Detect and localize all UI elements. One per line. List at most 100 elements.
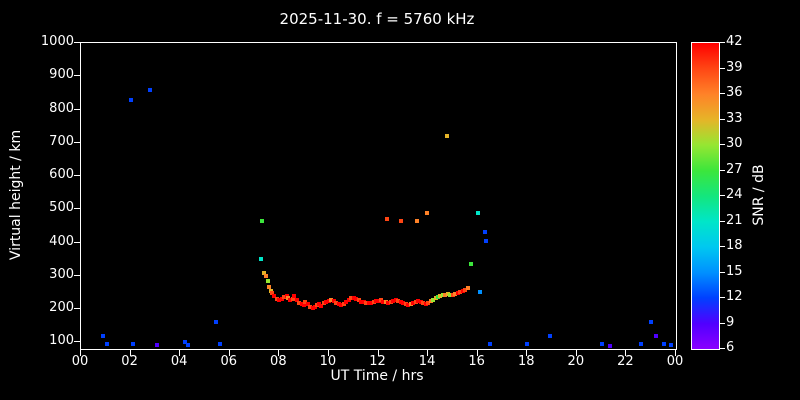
y-tick-label: 800 xyxy=(49,100,74,116)
colorbar-tick-label: 15 xyxy=(726,263,743,279)
data-point xyxy=(443,292,448,297)
data-point xyxy=(376,299,381,304)
data-point xyxy=(458,290,463,295)
data-point xyxy=(463,287,468,292)
data-point xyxy=(433,296,438,301)
data-point xyxy=(654,333,659,338)
colorbar-tick-mark xyxy=(720,42,725,43)
data-point xyxy=(453,292,458,297)
data-point xyxy=(408,301,413,306)
data-point xyxy=(428,299,433,304)
data-point xyxy=(416,299,421,304)
data-point xyxy=(268,288,273,293)
colorbar-tick-label: 21 xyxy=(726,212,743,228)
x-tick-mark xyxy=(228,350,230,356)
x-tick-mark xyxy=(327,350,329,356)
colorbar-tick-label: 27 xyxy=(726,161,743,177)
y-tick-mark xyxy=(74,308,80,310)
data-point xyxy=(288,297,293,302)
data-point xyxy=(426,300,431,305)
x-tick-mark xyxy=(625,350,627,356)
data-point xyxy=(669,343,674,347)
data-point xyxy=(444,134,449,139)
data-point xyxy=(356,298,361,303)
data-point xyxy=(378,298,383,303)
y-tick-mark xyxy=(74,241,80,243)
data-point xyxy=(639,342,644,346)
data-point xyxy=(349,296,354,301)
data-point xyxy=(383,300,388,305)
y-tick-mark xyxy=(74,274,80,276)
colorbar-tick-label: 9 xyxy=(726,314,735,330)
data-point xyxy=(286,296,290,301)
data-point xyxy=(305,302,310,307)
y-axis-label: Virtual height / km xyxy=(8,129,24,261)
data-point xyxy=(396,299,401,304)
data-point xyxy=(547,333,552,338)
data-point xyxy=(279,297,284,302)
colorbar-tick-label: 39 xyxy=(726,59,743,75)
y-tick-label: 1000 xyxy=(40,34,74,49)
data-point xyxy=(423,301,428,306)
y-tick-mark xyxy=(74,341,80,343)
data-point xyxy=(314,303,319,308)
data-point xyxy=(445,291,450,296)
colorbar-tick-mark xyxy=(720,67,725,69)
data-point xyxy=(346,297,351,302)
x-tick-mark xyxy=(575,350,577,356)
data-point xyxy=(386,301,391,306)
data-point xyxy=(334,301,339,306)
x-tick-label: 06 xyxy=(220,354,238,369)
data-point xyxy=(398,300,403,305)
data-point xyxy=(354,297,359,302)
x-tick-label: 00 xyxy=(666,354,684,369)
data-point xyxy=(484,238,489,243)
data-point xyxy=(258,257,263,262)
data-point xyxy=(274,297,279,302)
data-point xyxy=(478,290,483,295)
data-point xyxy=(525,342,530,346)
data-point xyxy=(341,301,346,306)
data-point xyxy=(308,305,313,310)
x-axis-label: UT Time / hrs xyxy=(330,368,424,384)
data-point xyxy=(263,273,268,278)
data-point xyxy=(438,294,443,299)
data-point xyxy=(262,270,267,275)
y-tick-mark xyxy=(74,75,80,77)
data-point xyxy=(460,288,465,293)
colorbar-tick-label: 6 xyxy=(726,340,735,355)
colorbar-tick-label: 18 xyxy=(726,238,743,253)
x-tick-mark xyxy=(675,350,676,356)
data-point xyxy=(282,295,287,300)
y-tick-label: 600 xyxy=(49,167,74,183)
colorbar-tick-mark xyxy=(720,246,725,247)
data-point xyxy=(266,278,271,283)
x-tick-mark xyxy=(427,350,429,356)
data-point xyxy=(214,320,219,325)
data-point xyxy=(455,291,460,296)
x-tick-label: 18 xyxy=(517,354,535,369)
y-tick-label: 500 xyxy=(49,200,74,216)
colorbar-tick-label: 36 xyxy=(726,85,743,100)
data-point xyxy=(440,293,445,298)
y-tick-label: 700 xyxy=(49,133,74,149)
y-tick-mark xyxy=(74,108,80,110)
data-point xyxy=(303,300,308,305)
data-point xyxy=(413,300,418,305)
data-point xyxy=(319,303,324,308)
data-point xyxy=(217,342,222,346)
x-tick-mark xyxy=(476,350,478,356)
colorbar-tick-label: 42 xyxy=(726,34,743,49)
data-point xyxy=(336,302,341,307)
data-point xyxy=(324,299,329,304)
colorbar-tick-mark xyxy=(720,348,725,349)
data-point xyxy=(269,291,274,296)
data-point xyxy=(608,344,613,349)
y-tick-label: 300 xyxy=(49,266,74,282)
x-tick-mark xyxy=(377,350,379,356)
data-point xyxy=(421,301,426,306)
data-point xyxy=(321,301,326,306)
data-point xyxy=(339,303,344,308)
data-point xyxy=(424,210,429,215)
x-tick-mark xyxy=(129,350,131,356)
